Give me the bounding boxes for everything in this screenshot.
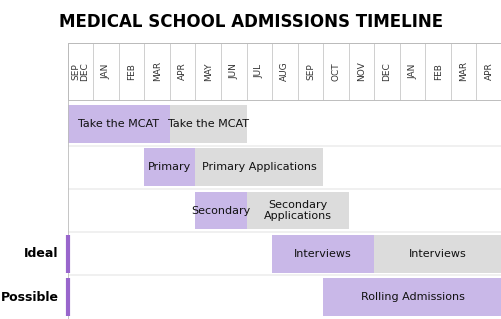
Bar <box>323 43 348 100</box>
Bar <box>220 43 246 100</box>
Text: APR: APR <box>484 63 493 80</box>
Bar <box>170 43 195 100</box>
Text: JAN: JAN <box>407 63 416 79</box>
Text: Rolling Admissions: Rolling Admissions <box>360 292 463 302</box>
Text: NOV: NOV <box>356 62 365 81</box>
Bar <box>374 43 399 100</box>
Bar <box>399 43 424 100</box>
Text: AUG: AUG <box>280 62 289 81</box>
Text: MAR: MAR <box>152 61 161 81</box>
Text: SEP
DEC: SEP DEC <box>72 62 89 81</box>
Text: Primary Applications: Primary Applications <box>201 162 316 172</box>
Text: Interviews: Interviews <box>294 249 351 259</box>
Text: APR: APR <box>178 63 187 80</box>
Bar <box>272 235 374 273</box>
Bar <box>170 105 246 143</box>
Bar <box>144 43 170 100</box>
Bar <box>93 43 119 100</box>
Bar <box>68 43 93 100</box>
Bar <box>68 43 501 100</box>
Text: FEB: FEB <box>127 63 136 80</box>
Bar <box>424 43 450 100</box>
Bar <box>374 235 501 273</box>
Bar <box>450 43 475 100</box>
Bar <box>195 192 246 229</box>
Text: SEP: SEP <box>305 63 314 80</box>
Text: MAY: MAY <box>203 62 212 80</box>
Text: OCT: OCT <box>331 62 340 81</box>
Text: JUN: JUN <box>229 63 238 79</box>
Text: MEDICAL SCHOOL ADMISSIONS TIMELINE: MEDICAL SCHOOL ADMISSIONS TIMELINE <box>59 12 442 31</box>
Text: Possible: Possible <box>1 291 59 304</box>
Text: Ideal: Ideal <box>24 247 59 260</box>
Bar <box>323 278 501 316</box>
Text: MAR: MAR <box>458 61 467 81</box>
Bar <box>348 43 374 100</box>
Text: Secondary
Applications: Secondary Applications <box>263 200 331 221</box>
Text: Interviews: Interviews <box>408 249 466 259</box>
Text: Take the MCAT: Take the MCAT <box>167 119 248 129</box>
Bar <box>246 43 272 100</box>
Bar <box>475 43 501 100</box>
Text: Take the MCAT: Take the MCAT <box>78 119 159 129</box>
Text: FEB: FEB <box>433 63 442 80</box>
Text: JUL: JUL <box>255 64 264 78</box>
Bar <box>195 148 323 186</box>
Bar <box>246 192 348 229</box>
Text: DEC: DEC <box>382 62 391 81</box>
Bar <box>144 148 195 186</box>
Text: JAN: JAN <box>101 63 110 79</box>
Bar <box>297 43 323 100</box>
Bar <box>119 43 144 100</box>
Bar <box>272 43 297 100</box>
Text: Secondary: Secondary <box>191 205 250 216</box>
Bar <box>68 105 170 143</box>
Text: Primary: Primary <box>148 162 191 172</box>
Bar <box>195 43 220 100</box>
